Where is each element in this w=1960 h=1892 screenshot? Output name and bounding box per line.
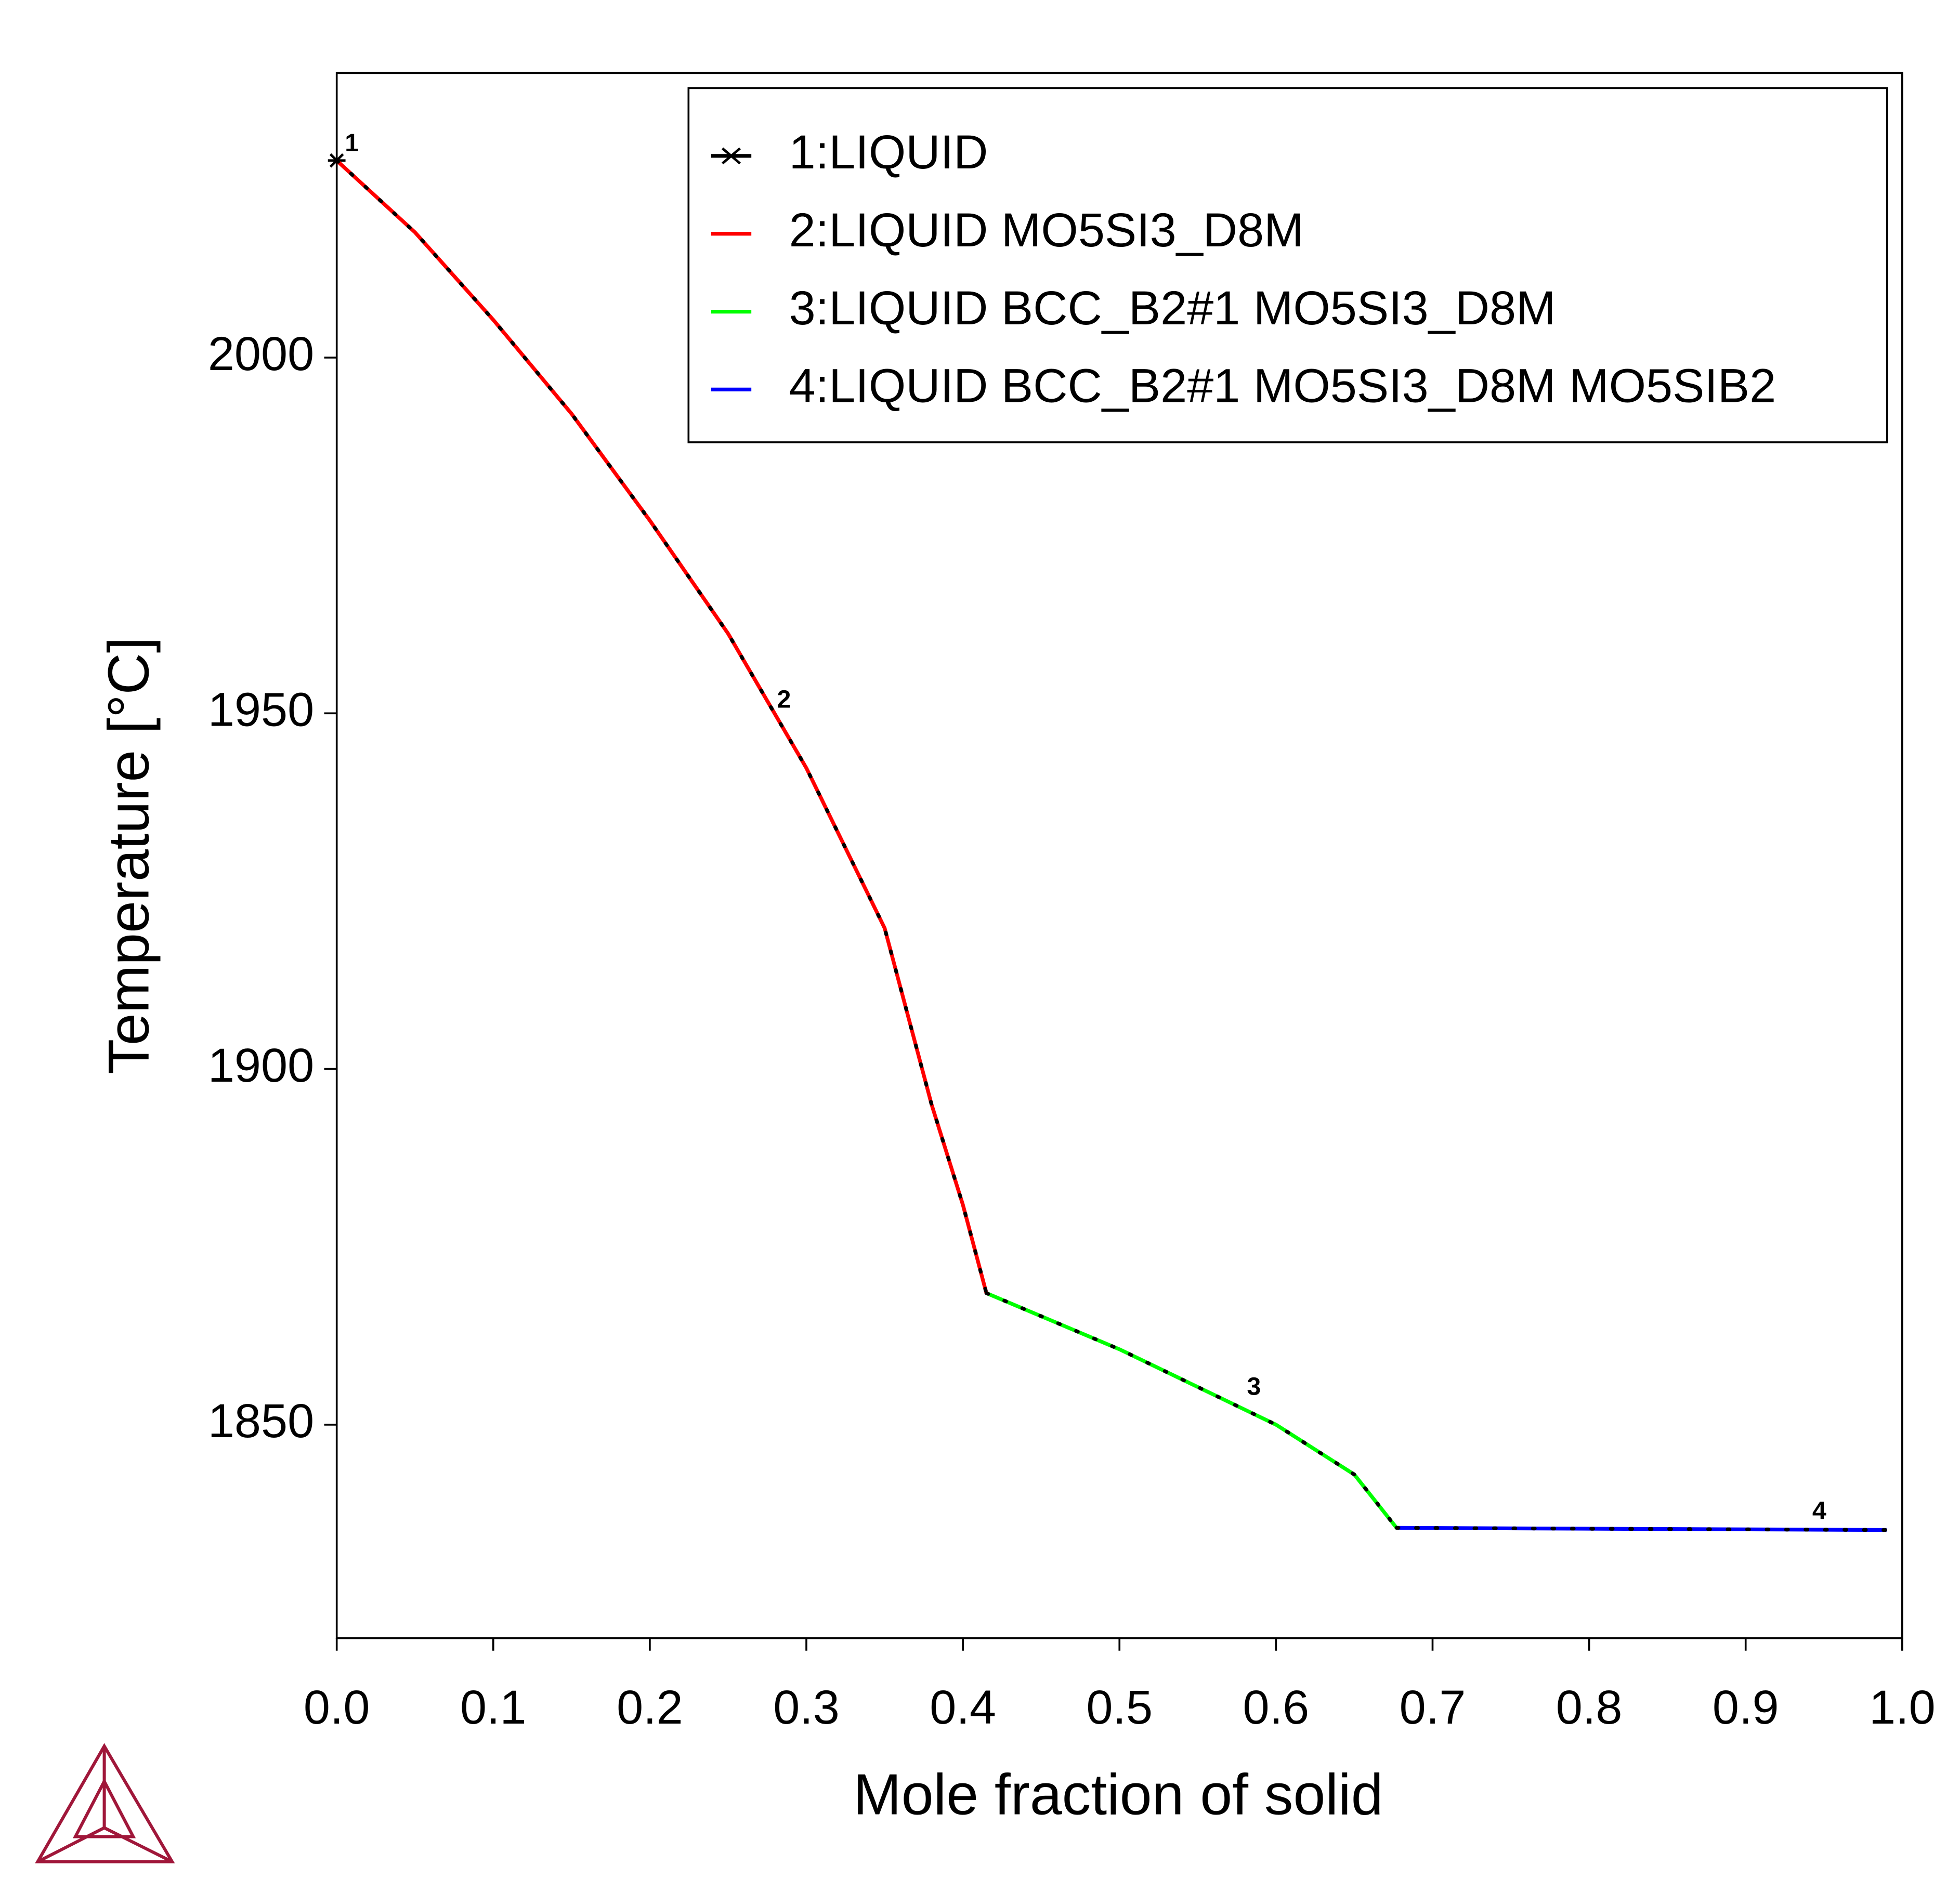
- legend-label: 3:LIQUID BCC_B2#1 MO5SI3_D8M: [789, 282, 1556, 335]
- y-tick-label: 1950: [208, 684, 314, 737]
- y-tick-label: 2000: [208, 327, 314, 380]
- y-tick-label: 1900: [208, 1039, 314, 1092]
- curve-label: 4: [1812, 1497, 1826, 1525]
- x-tick-label: 0.9: [1713, 1681, 1779, 1734]
- y-tick-label: 1850: [208, 1395, 314, 1448]
- x-tick-label: 0.1: [460, 1681, 527, 1734]
- x-tick-label: 0.7: [1400, 1681, 1466, 1734]
- x-tick-label: 0.0: [304, 1681, 370, 1734]
- series-dots: [984, 1291, 1399, 1530]
- legend-label: 1:LIQUID: [789, 126, 988, 179]
- logo: [35, 1743, 175, 1863]
- x-tick-label: 1.0: [1869, 1681, 1936, 1734]
- y-axis-label: Temperature [°C]: [96, 637, 161, 1074]
- curve-label: 1: [345, 129, 359, 157]
- legend-label: 4:LIQUID BCC_B2#1 MO5SI3_D8M MO5SIB2: [789, 360, 1776, 413]
- x-tick-label: 0.2: [617, 1681, 683, 1734]
- series-line: [1396, 1526, 1887, 1532]
- curve-label: 3: [1247, 1372, 1261, 1400]
- x-axis-label: Mole fraction of solid: [853, 1762, 1383, 1827]
- curve-label: 2: [777, 686, 791, 714]
- series-dots: [335, 159, 988, 1295]
- legend-box: [687, 87, 1888, 443]
- x-tick-label: 0.6: [1243, 1681, 1310, 1734]
- x-tick-label: 0.8: [1556, 1681, 1623, 1734]
- legend-marker: [722, 147, 741, 165]
- series-dots: [1394, 1526, 1889, 1532]
- legend-label: 2:LIQUID MO5SI3_D8M: [789, 204, 1304, 257]
- x-tick-label: 0.5: [1086, 1681, 1153, 1734]
- x-tick-label: 0.4: [930, 1681, 996, 1734]
- x-tick-label: 0.3: [773, 1681, 840, 1734]
- series-line: [985, 1291, 1399, 1529]
